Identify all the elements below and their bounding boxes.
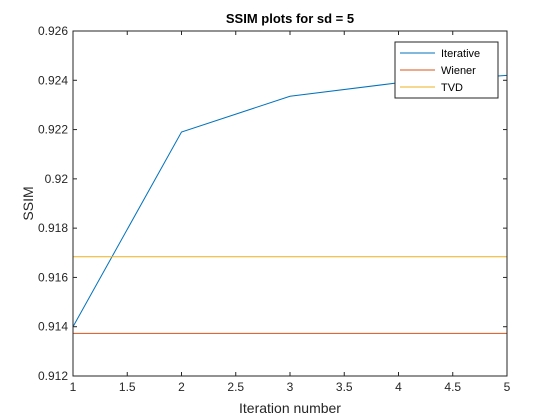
x-tick-label: 5 — [504, 380, 511, 394]
x-tick-label: 1 — [70, 380, 77, 394]
y-tick-label: 0.92 — [45, 172, 69, 186]
x-tick-label: 3.5 — [336, 380, 353, 394]
x-tick-label: 4 — [395, 380, 402, 394]
y-tick-label: 0.912 — [38, 369, 68, 383]
x-tick-label: 3 — [287, 380, 294, 394]
y-tick-label: 0.914 — [38, 320, 68, 334]
y-tick-label: 0.926 — [38, 24, 68, 38]
y-tick-label: 0.918 — [38, 221, 68, 235]
x-tick-label: 2 — [178, 380, 185, 394]
y-tick-label: 0.924 — [38, 73, 68, 87]
axes-layer: 1 1.5 2 2.5 3 3.5 4 4.5 5 0.912 0.914 0.916 0.918 0.9… — [38, 24, 511, 394]
x-tick-label: 4.5 — [444, 380, 461, 394]
x-tick-label: 2.5 — [227, 380, 244, 394]
legend-label-tvd: TVD — [441, 82, 463, 94]
legend-label-wiener: Wiener — [441, 65, 476, 77]
legend: Iterative Wiener TVD — [394, 41, 499, 99]
y-tick-label: 0.916 — [38, 270, 68, 284]
y-tick-label: 0.922 — [38, 123, 68, 137]
x-tick-label: 1.5 — [119, 380, 136, 394]
chart-title: SSIM plots for sd = 5 — [226, 11, 354, 26]
legend-label-iterative: Iterative — [441, 48, 480, 60]
x-axis-label: Iteration number — [239, 400, 341, 416]
y-axis-label: SSIM — [20, 186, 36, 220]
